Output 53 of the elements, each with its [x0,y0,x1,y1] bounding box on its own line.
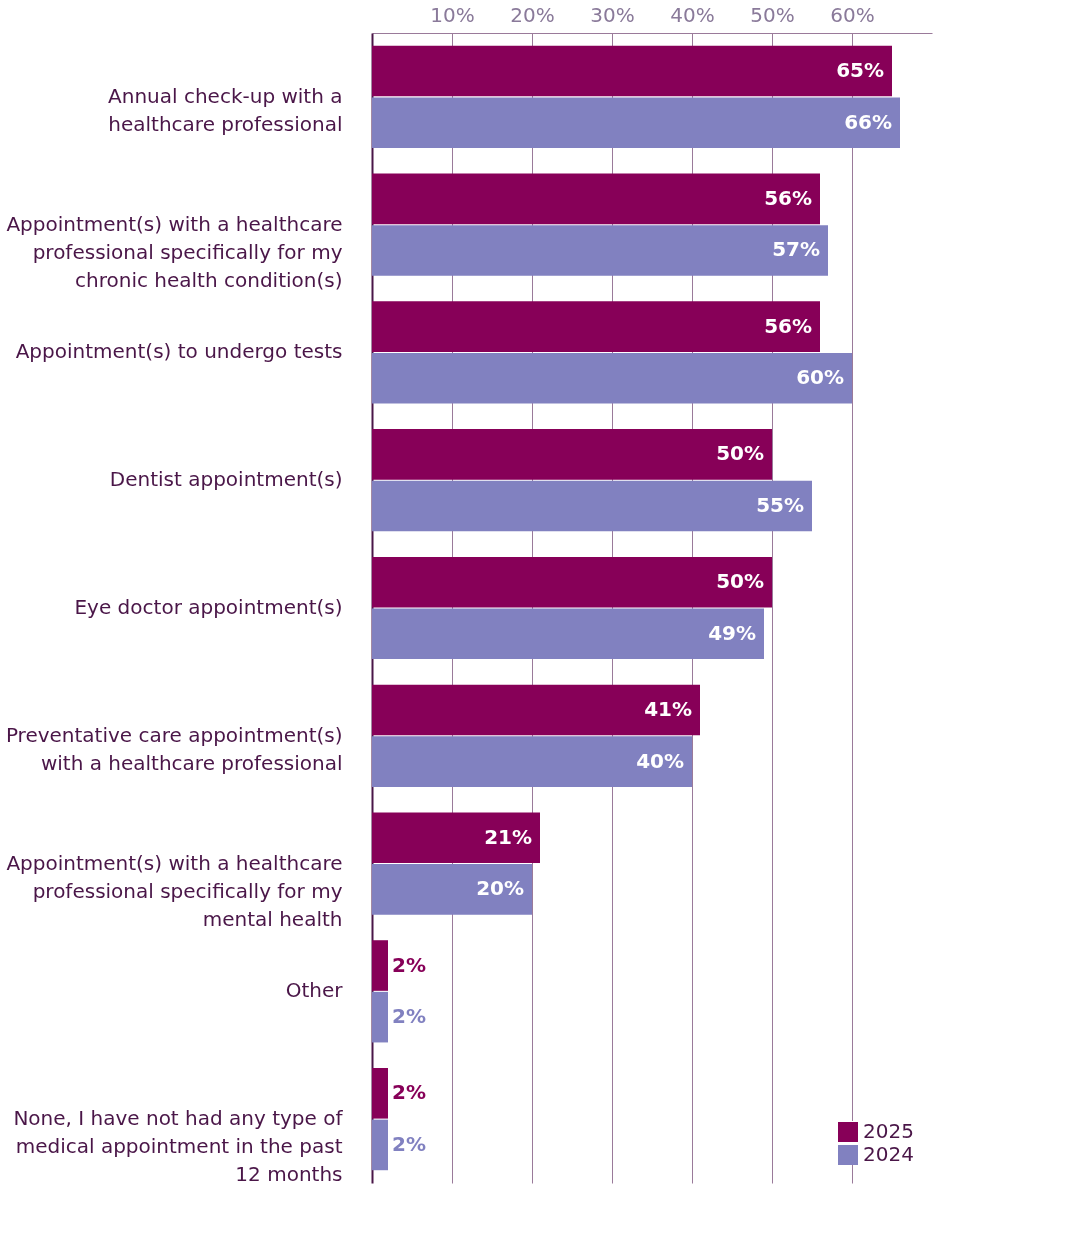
data-label: 2% [392,952,426,977]
data-label: 60% [796,365,844,390]
bar [372,684,700,736]
data-label: 40% [636,748,684,773]
bar [372,608,764,660]
legend-label: 2024 [863,1142,914,1166]
x-tick-label: 40% [670,2,715,27]
x-tick-label: 50% [750,2,795,27]
bar [372,1068,388,1119]
y-tick-label: Annual check-up with a healthcare professional [108,83,343,136]
bar [372,991,388,1043]
bar [372,1119,388,1171]
y-tick-label: Preventative care appointment(s) with a healthcare professional [5,722,343,775]
data-label: 20% [476,876,524,901]
bar [372,480,812,532]
x-tick-label: 10% [430,2,475,27]
y-tick-label: Appointment(s) to undergo tests [15,339,343,364]
y-tick-label: Appointment(s) with a healthcare professional specifically for my chronic health condition(s) [6,211,343,292]
data-label: 50% [716,569,764,594]
bar [372,97,900,148]
data-label: 57% [772,237,820,262]
data-label: 65% [836,58,884,83]
bar [372,173,820,225]
x-tick-label: 60% [830,2,875,27]
data-label: 21% [484,824,532,849]
bar [372,864,532,915]
x-tick-label: 30% [590,2,635,27]
bar [372,429,772,480]
bar [372,301,820,352]
y-tick-label: Other [285,978,344,1003]
bar [372,736,692,787]
y-tick-label: Eye doctor appointment(s) [74,595,343,619]
data-label: 50% [716,441,764,466]
legend-label: 2025 [863,1119,914,1143]
data-label: 66% [844,109,892,134]
bar [372,556,772,608]
x-tick-label: 20% [510,2,555,27]
data-label: 2% [392,1131,426,1156]
y-tick-label: Appointment(s) with a healthcare professional specifically for my mental health [6,850,343,931]
data-label: 55% [756,493,804,518]
bar [372,225,828,276]
data-label: 2% [392,1004,426,1029]
data-label: 41% [644,696,692,721]
y-tick-label: None, I have not had any type of medical appointment in the past 12 months [13,1106,344,1187]
data-label: 56% [764,185,812,210]
data-label: 56% [764,313,812,338]
y-tick-label: Dentist appointment(s) [109,467,343,492]
data-label: 49% [708,620,756,645]
bar [372,45,892,97]
bar [372,812,540,864]
bar [372,940,388,991]
bar [372,352,852,404]
data-label: 2% [392,1080,426,1105]
